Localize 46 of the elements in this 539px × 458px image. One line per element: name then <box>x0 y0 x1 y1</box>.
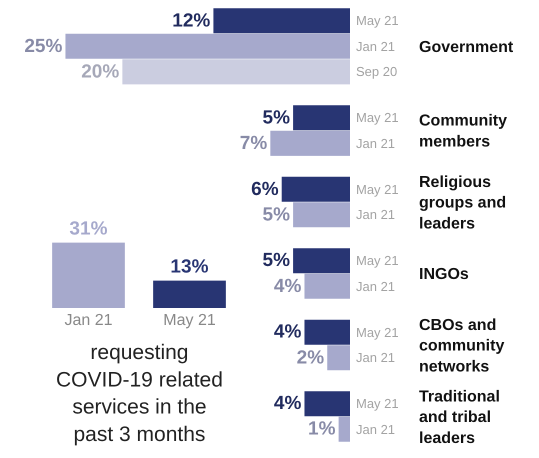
bar <box>293 105 350 130</box>
bar <box>293 202 350 228</box>
data-label: 5% <box>262 250 290 272</box>
text: May 21 <box>356 110 399 125</box>
y-tick-label: Religious groups and leaders <box>419 174 506 232</box>
text: May 21 <box>356 396 399 411</box>
text: Jan 21 <box>356 207 396 222</box>
y-tick-label: Community members <box>419 112 508 151</box>
text: Jan 21 <box>356 279 396 294</box>
data-label: 4% <box>274 322 302 343</box>
data-label: 6% <box>251 178 279 200</box>
data-label: 25% <box>24 36 62 57</box>
data-label: 7% <box>240 132 268 154</box>
text: May 21 <box>356 182 399 197</box>
data-label: 31% <box>69 218 108 240</box>
data-label: 1% <box>308 418 336 440</box>
data-label: 4% <box>274 276 302 297</box>
bar <box>270 130 350 156</box>
text: May 21 <box>356 325 399 340</box>
data-label: 2% <box>296 347 324 368</box>
bar <box>338 416 350 442</box>
y-tick-label: CBOs and community networks <box>419 316 504 376</box>
bar <box>327 345 350 370</box>
y-tick-label: INGOs <box>419 266 469 284</box>
bar <box>304 274 350 299</box>
y-tick-label: Government <box>419 38 514 56</box>
series-label: May 21 <box>356 13 399 28</box>
data-label: 20% <box>81 61 120 82</box>
annotation: requesting COVID-19 related services in the past 3 months <box>56 341 223 446</box>
text: May 21 <box>356 253 399 268</box>
bar <box>122 59 350 84</box>
data-label: 13% <box>170 256 209 278</box>
bar <box>304 320 350 345</box>
series-label: Sep 20 <box>356 64 398 79</box>
series-label: Jan 21 <box>356 39 396 54</box>
text: Jan 21 <box>356 422 396 437</box>
data-label: 4% <box>274 393 302 414</box>
bar <box>282 176 350 202</box>
data-label: 12% <box>172 10 210 32</box>
y-tick-label: Traditional and tribal leaders <box>419 388 500 447</box>
text: Jan 21 <box>356 350 396 365</box>
data-label: 5% <box>262 107 290 128</box>
bar <box>293 248 350 274</box>
text: Jan 21 <box>356 136 396 151</box>
bar <box>304 391 350 416</box>
data-label: 5% <box>262 204 290 226</box>
